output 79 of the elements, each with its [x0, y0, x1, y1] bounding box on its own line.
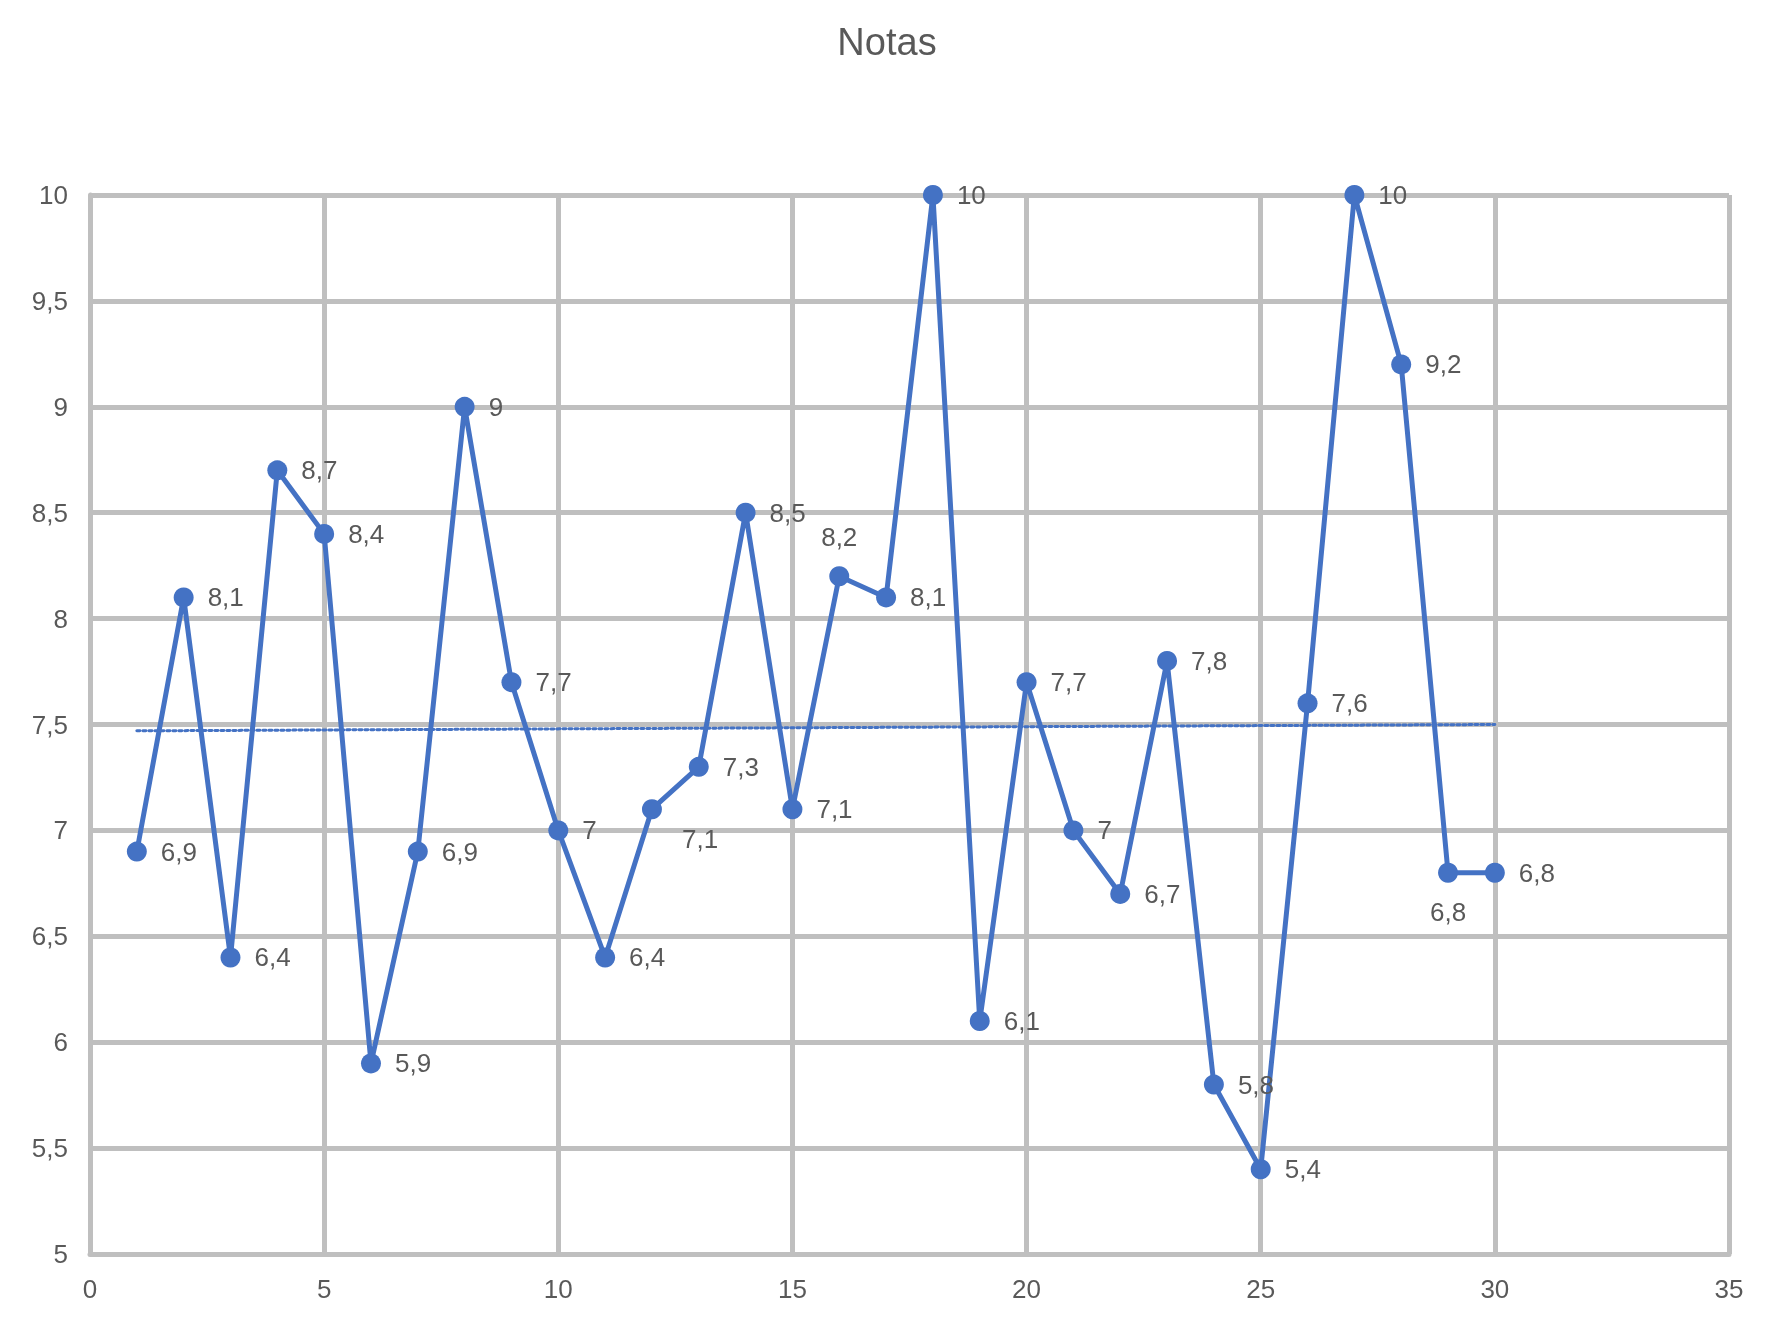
y-tick-label: 5,5: [31, 1133, 68, 1164]
data-label: 6,8: [1429, 896, 1467, 927]
data-label: 10: [956, 180, 986, 210]
x-tick-label: 15: [777, 1274, 807, 1304]
data-label: 5,4: [1284, 1154, 1321, 1185]
point: [1391, 354, 1412, 375]
point: [1250, 1159, 1271, 1180]
point: [922, 185, 943, 205]
data-label: 8,5: [769, 497, 806, 528]
data-label: 7,3: [722, 751, 759, 782]
data-label: 6,4: [629, 942, 666, 973]
point: [1438, 862, 1459, 883]
point: [1297, 693, 1318, 714]
data-label: 7: [1097, 815, 1112, 846]
data-label: 7,1: [816, 794, 853, 825]
data-label: 5,9: [394, 1048, 432, 1079]
point: [782, 799, 803, 820]
y-tick-label: 5: [53, 1239, 68, 1269]
data-label: 6,1: [1003, 1006, 1040, 1037]
y-tick-label: 8,5: [31, 497, 68, 528]
x-tick-label: 20: [1012, 1274, 1042, 1304]
point: [314, 523, 335, 544]
point: [267, 460, 288, 481]
point: [1203, 1074, 1224, 1095]
data-label: 8,2: [821, 522, 858, 553]
point: [829, 566, 850, 587]
point: [407, 841, 428, 862]
x-tick-label: 25: [1246, 1274, 1276, 1304]
x-tick-label: 35: [1714, 1274, 1744, 1304]
point: [1484, 862, 1505, 883]
y-tick-label: 10: [39, 180, 68, 210]
point: [548, 820, 569, 841]
y-tick-label: 9: [53, 391, 68, 422]
data-label: 6,9: [160, 836, 197, 867]
point: [126, 841, 147, 862]
data-label: 7: [582, 815, 597, 846]
data-label: 8,4: [348, 518, 385, 549]
x-tick-label: 10: [543, 1274, 573, 1304]
point: [173, 587, 194, 608]
point: [1157, 650, 1178, 671]
data-label: 9,2: [1425, 349, 1462, 380]
point: [360, 1053, 381, 1074]
data-label: 7,6: [1331, 688, 1368, 719]
data-label: 6,9: [441, 836, 478, 867]
y-tick-label: 7: [53, 815, 68, 846]
data-label: 7,8: [1191, 645, 1228, 676]
x-tick-label: 5: [316, 1274, 332, 1304]
point: [688, 756, 709, 777]
data-label: 8,1: [910, 582, 947, 613]
data-label: 9: [488, 391, 504, 422]
data-label: 8,7: [301, 455, 338, 486]
data-label: 6,4: [254, 942, 291, 973]
y-tick-label: 8: [53, 603, 68, 634]
data-label: 7,1: [681, 824, 719, 855]
y-tick-label: 6,5: [31, 921, 68, 952]
data-label: 6,7: [1144, 878, 1181, 909]
point: [969, 1011, 990, 1032]
point: [641, 799, 662, 820]
y-tick-label: 7,5: [31, 709, 68, 740]
point: [1016, 672, 1037, 693]
x-tick-label: 0: [82, 1274, 98, 1304]
data-label: 10: [1378, 180, 1408, 210]
x-tick-label: 30: [1480, 1274, 1510, 1304]
point: [595, 947, 616, 968]
point: [501, 672, 522, 693]
point: [454, 396, 475, 417]
data-label: 8,1: [207, 582, 244, 613]
point: [1110, 883, 1131, 904]
y-tick-label: 6: [53, 1027, 68, 1058]
data-label: 7,7: [535, 667, 572, 698]
point: [1063, 820, 1084, 841]
point: [1344, 185, 1365, 205]
data-label: 6,8: [1518, 857, 1556, 888]
point: [876, 587, 897, 608]
data-label: 7,7: [1050, 667, 1087, 698]
point: [735, 502, 756, 523]
y-tick-label: 9,5: [31, 285, 68, 316]
chart-title: Notas: [837, 21, 937, 63]
point: [220, 947, 241, 968]
